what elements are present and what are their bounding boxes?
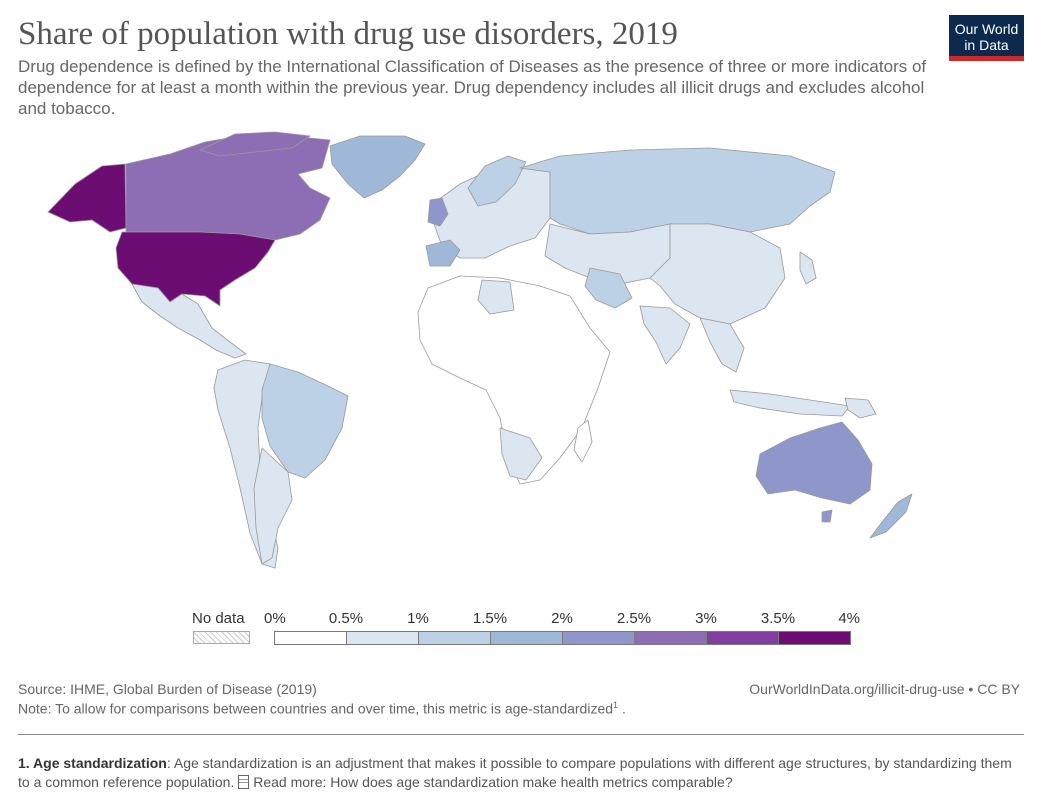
legend-tick-label: 0% bbox=[264, 610, 286, 627]
legend-bin[interactable] bbox=[778, 631, 851, 645]
region-united-kingdom[interactable] bbox=[427, 197, 449, 227]
legend-bin[interactable] bbox=[346, 631, 419, 645]
note-footnote-ref[interactable]: 1 bbox=[613, 700, 619, 710]
logo-line-1: Our World bbox=[954, 21, 1019, 37]
world-map[interactable] bbox=[30, 128, 1010, 598]
region-tasmania[interactable] bbox=[821, 509, 833, 523]
region-india[interactable] bbox=[639, 305, 691, 365]
source-text: Source: IHME, Global Burden of Disease (… bbox=[18, 681, 317, 697]
region-argentina[interactable] bbox=[253, 447, 293, 565]
note-end: . bbox=[621, 700, 626, 717]
color-legend[interactable]: 0% 0.5% 1% 1.5% 2% 2.5% 3% 3.5% 4% bbox=[264, 608, 860, 648]
region-alaska[interactable] bbox=[47, 163, 127, 233]
legend-bin[interactable] bbox=[490, 631, 563, 645]
owid-logo[interactable]: Our World in Data bbox=[949, 15, 1024, 61]
document-icon bbox=[238, 775, 250, 789]
footnote: 1. Age standardization: Age standardizat… bbox=[18, 754, 1018, 792]
region-spain[interactable] bbox=[425, 239, 461, 267]
region-russia[interactable] bbox=[519, 147, 836, 235]
region-australia[interactable] bbox=[755, 421, 873, 505]
legend-bin[interactable] bbox=[634, 631, 707, 645]
legend-tick-label: 0.5% bbox=[328, 610, 364, 627]
legend-tick-label: 3.5% bbox=[760, 610, 796, 627]
region-arctic-islands[interactable] bbox=[199, 131, 311, 157]
region-scandinavia[interactable] bbox=[467, 155, 527, 207]
legend-bin[interactable] bbox=[418, 631, 491, 645]
region-new-zealand[interactable] bbox=[869, 493, 913, 539]
legend-tick-label: 3% bbox=[695, 610, 717, 627]
logo-line-2: in Data bbox=[964, 37, 1009, 53]
region-greenland[interactable] bbox=[329, 135, 426, 199]
region-indonesia[interactable] bbox=[729, 389, 851, 417]
region-japan[interactable] bbox=[799, 251, 817, 285]
region-southeast-asia[interactable] bbox=[699, 317, 745, 373]
legend-no-data-swatch[interactable] bbox=[193, 631, 250, 644]
chart-title: Share of population with drug use disord… bbox=[18, 16, 678, 52]
legend-bin[interactable] bbox=[274, 631, 347, 645]
note-text: Note: To allow for comparisons between c… bbox=[18, 700, 626, 717]
region-libya[interactable] bbox=[477, 279, 515, 315]
region-papua-new-guinea[interactable] bbox=[844, 397, 877, 419]
footnote-read-more-link[interactable]: Read more: How does age standardization … bbox=[253, 774, 733, 790]
legend-tick-label: 2% bbox=[551, 610, 573, 627]
footnote-heading: 1. Age standardization bbox=[18, 755, 167, 771]
legend-tick-label: 2.5% bbox=[616, 610, 652, 627]
region-southern-africa[interactable] bbox=[499, 427, 543, 481]
legend-no-data-label: No data bbox=[192, 610, 245, 627]
legend-tick-label: 4% bbox=[838, 610, 860, 627]
chart-subtitle: Drug dependence is defined by the Intern… bbox=[18, 57, 927, 118]
legend-tick-label: 1% bbox=[407, 610, 429, 627]
region-brazil[interactable] bbox=[261, 363, 349, 479]
note-body: Note: To allow for comparisons between c… bbox=[18, 700, 614, 717]
legend-bin[interactable] bbox=[706, 631, 779, 645]
region-africa[interactable] bbox=[417, 275, 611, 485]
source-url-link[interactable]: OurWorldInData.org/illicit-drug-use • CC… bbox=[749, 681, 1020, 697]
region-iran[interactable] bbox=[584, 267, 633, 309]
legend-bin[interactable] bbox=[562, 631, 635, 645]
footnote-text: : Age standardization is an adjustment t… bbox=[18, 755, 1012, 790]
region-madagascar[interactable] bbox=[573, 419, 593, 463]
legend-tick-label: 1.5% bbox=[472, 610, 508, 627]
footer-divider bbox=[18, 734, 1024, 735]
region-mexico[interactable] bbox=[131, 283, 247, 359]
